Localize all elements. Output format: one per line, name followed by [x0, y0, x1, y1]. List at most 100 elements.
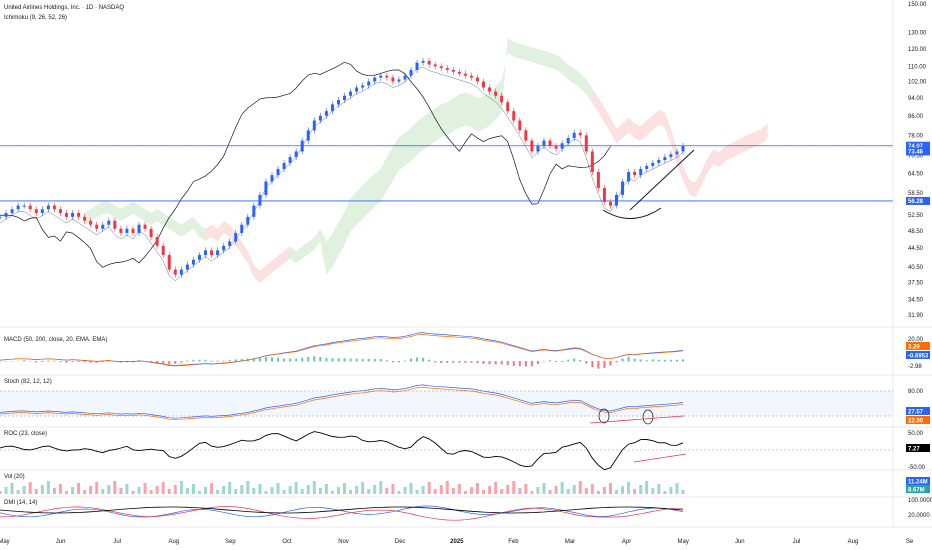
price-tick-label: 64.50	[908, 172, 924, 178]
volume-bar	[590, 484, 594, 494]
volume-bar	[40, 485, 44, 494]
time-axis[interactable]: May Jun Jul Aug Sep Oct Nov Dec 2025 Feb Mar Apr May…	[0, 539, 914, 545]
stoch-badge: 22.00	[908, 419, 924, 425]
macd-histogram-bar	[488, 361, 491, 365]
candle-body	[300, 140, 304, 152]
candle-body	[143, 224, 147, 229]
volume-bar	[361, 482, 365, 494]
volume-bar	[204, 487, 208, 494]
volume-bar	[469, 487, 473, 494]
macd-histogram-bar	[119, 361, 122, 363]
macd-histogram-bar	[627, 357, 630, 362]
volume-bar	[639, 485, 643, 494]
macd-histogram-bar	[657, 359, 660, 362]
macd-histogram-bar	[470, 361, 473, 363]
macd-histogram-bar	[113, 361, 116, 362]
macd-histogram-bar	[573, 358, 576, 362]
candle-body	[663, 157, 667, 161]
volume-bar	[355, 486, 359, 494]
macd-histogram-bar	[591, 361, 594, 368]
volume-bar	[379, 481, 383, 494]
candle-body	[548, 140, 552, 146]
macd-histogram-bar	[125, 361, 128, 363]
candle-body	[137, 224, 141, 233]
volume-bar	[149, 490, 153, 494]
macd-histogram-bar	[403, 360, 406, 362]
vol-legend: Vol (20)	[4, 474, 25, 480]
macd-histogram-bar	[391, 361, 394, 363]
price-badge: 73.46	[908, 149, 924, 155]
volume-bar	[64, 491, 68, 494]
macd-histogram-bar	[373, 359, 376, 362]
macd-histogram-bar	[174, 361, 177, 364]
price-axis[interactable]: 150.00 130.00 120.00 110.00 102.00 94.00 86.00…	[906, 2, 930, 319]
macd-histogram-bar	[524, 361, 527, 367]
volume-bar	[663, 491, 667, 494]
cloud-bearish-segment	[205, 220, 291, 283]
time-tick-label: Mar	[565, 539, 575, 545]
candle-body	[204, 250, 208, 256]
volume-bar	[125, 484, 129, 494]
price-tick-label: 37.50	[908, 281, 924, 287]
price-tick-label: 34.50	[908, 297, 924, 303]
volume-bar	[95, 482, 99, 494]
volume-bar	[318, 488, 322, 494]
macd-histogram-bar	[192, 359, 195, 362]
macd-histogram-bar	[313, 356, 316, 362]
candle-body	[651, 162, 655, 166]
volume-bar	[191, 484, 195, 494]
roc-legend: ROC (23, close)	[4, 431, 47, 437]
candle-body	[131, 228, 135, 233]
volume-bar	[633, 489, 637, 494]
dmi-tick-label: 100.0000	[908, 498, 932, 504]
macd-histogram-bar	[107, 360, 110, 362]
volume-bar	[28, 482, 32, 494]
stoch-d-line	[0, 386, 684, 421]
macd-histogram-bar	[295, 358, 298, 362]
candle-body	[621, 181, 625, 195]
macd-histogram-bar	[428, 359, 431, 362]
macd-histogram-bar	[482, 361, 485, 364]
candle-body	[578, 132, 582, 136]
price-badge: 74.07	[908, 144, 924, 150]
macd-histogram-bar	[228, 359, 231, 362]
vol-badge: 11.24M	[908, 480, 928, 486]
candle-body	[288, 157, 292, 163]
ichimoku-cloud	[84, 38, 768, 283]
candle-body	[107, 220, 111, 225]
candle-body	[101, 224, 105, 229]
adx-line	[0, 506, 684, 514]
candle-body	[409, 69, 413, 76]
volume-bar	[675, 483, 679, 494]
price-tick-label: 150.00	[908, 2, 927, 8]
time-tick-label: Sep	[225, 539, 236, 545]
volume-bar	[246, 481, 250, 494]
volume-bar	[83, 490, 87, 494]
macd-histogram-bar	[464, 361, 467, 363]
macd-legend: MACD (50, 200, close, 20, EMA, EMA)	[4, 337, 107, 343]
plus-di-line	[0, 505, 684, 518]
time-tick-label: May	[0, 539, 10, 545]
candle-body	[77, 213, 81, 217]
candle-body	[270, 175, 274, 182]
macd-histogram-bar	[0, 361, 1, 362]
candle-body	[415, 62, 419, 70]
candle-body	[554, 145, 558, 149]
candle-body	[58, 209, 62, 214]
volume-bar	[542, 483, 546, 494]
macd-histogram-bar	[216, 360, 219, 362]
price-badge-bg	[906, 147, 930, 156]
macd-histogram-bar	[23, 360, 26, 362]
macd-histogram-bar	[682, 359, 684, 362]
candle-body	[524, 130, 528, 141]
macd-histogram-bar	[597, 361, 600, 369]
volume-bar	[494, 482, 498, 494]
volume-bar	[137, 487, 141, 494]
candle-body	[439, 66, 443, 69]
roc-tick-label: -50.00	[908, 465, 926, 471]
volume-bar	[463, 491, 467, 494]
candle-body	[403, 75, 407, 80]
rounded-bottom-arc	[602, 207, 662, 219]
signal-line	[0, 334, 684, 366]
